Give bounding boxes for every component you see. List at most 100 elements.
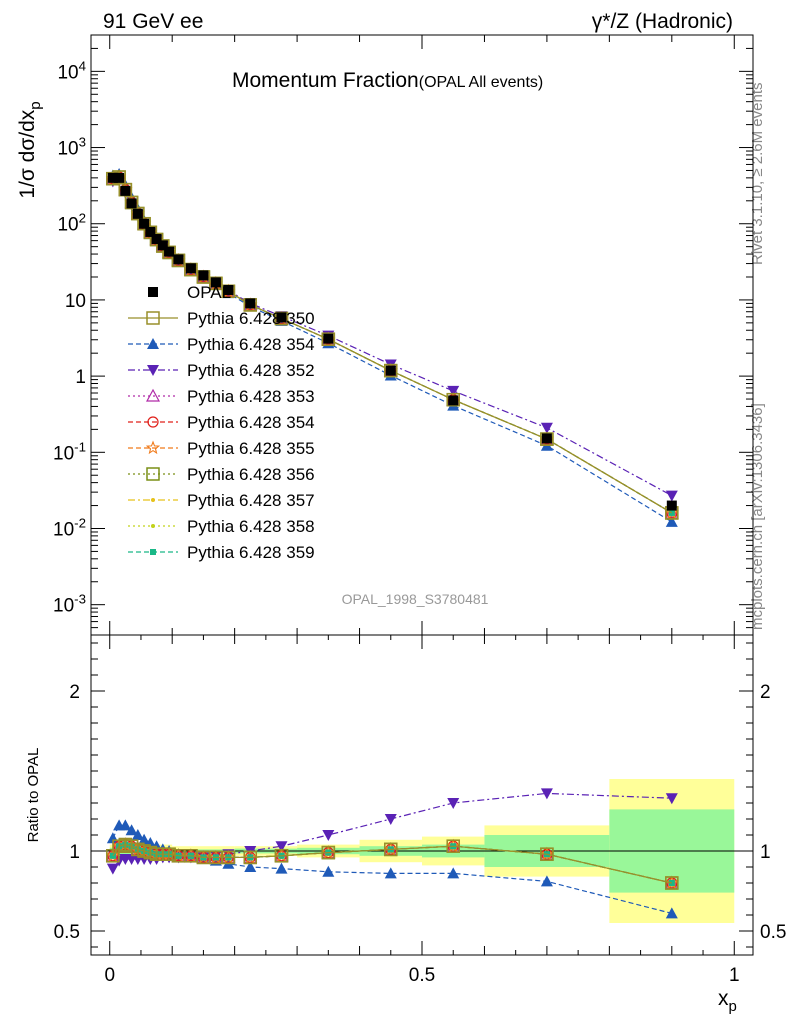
- data-point: [131, 829, 144, 840]
- legend-label: Pythia 6.428 355: [187, 439, 315, 458]
- data-point: [107, 172, 118, 183]
- legend-label: Pythia 6.428 357: [187, 491, 315, 510]
- x-tick-label: 0: [104, 965, 115, 986]
- data-point: [275, 862, 288, 874]
- y-tick-label: 102: [57, 211, 86, 236]
- series-opal: [107, 172, 677, 511]
- legend-entry: Pythia 6.428 354: [128, 335, 315, 354]
- data-point: [171, 253, 186, 268]
- data-point: [448, 395, 459, 406]
- y-tick-label-right: 0.5: [760, 922, 786, 943]
- legend-label: Pythia 6.428 350: [187, 309, 315, 328]
- data-point: [126, 198, 137, 209]
- y-tick-label: 0.5: [54, 922, 80, 943]
- data-point: [244, 861, 257, 872]
- legend-entry: Pythia 6.428 354: [128, 413, 315, 432]
- main-y-axis-label: 1/σ dσ/dxp: [16, 101, 44, 198]
- data-point: [221, 850, 236, 865]
- legend-marker: [151, 524, 155, 528]
- data-point: [446, 392, 460, 407]
- y-tick-label: 10-1: [53, 439, 86, 464]
- data-point: [384, 867, 397, 879]
- data-point: [385, 365, 396, 376]
- data-point: [185, 263, 196, 274]
- data-point: [132, 208, 143, 219]
- y-tick-label: 10: [65, 291, 86, 312]
- data-point: [665, 490, 678, 502]
- data-point: [665, 793, 678, 805]
- data-point: [668, 880, 675, 886]
- data-point: [323, 333, 334, 344]
- data-point: [125, 824, 138, 836]
- data-point: [666, 500, 677, 511]
- legend-label: Pythia 6.428 359: [187, 543, 315, 562]
- legend-label: Pythia 6.428 354: [187, 413, 315, 432]
- legend-marker: [146, 467, 160, 481]
- main-plot-panel: 10-3 10-2 10-1 1 10 102 103 104 1/σ dσ/dxp Moment…: [16, 34, 754, 636]
- legend-entry: Pythia 6.428 356: [128, 465, 315, 484]
- data-point: [274, 849, 289, 863]
- legend-entry: Pythia 6.428 357: [128, 491, 315, 510]
- y-tick-label: 2: [69, 682, 80, 703]
- y-tick-label: 104: [57, 58, 86, 83]
- data-point: [384, 842, 398, 857]
- rivet-label: Rivet 3.1.10, ≥ 2.6M events: [749, 83, 766, 266]
- legend-entry: Pythia 6.428 358: [128, 517, 315, 536]
- header-right: γ*/Z (Hadronic): [592, 10, 733, 33]
- legend-marker: [150, 549, 156, 555]
- y-tick-label: 10-2: [53, 515, 86, 540]
- data-point: [162, 245, 176, 260]
- y-tick-label-right: 1: [760, 842, 771, 863]
- ratio-series-pythia-6-428-350: [106, 837, 679, 890]
- data-point: [157, 240, 168, 251]
- data-point: [541, 433, 552, 444]
- data-point: [243, 850, 258, 865]
- data-point: [384, 363, 398, 378]
- analysis-id: OPAL_1998_S3780481: [342, 591, 489, 607]
- x-tick-label: 1: [729, 965, 740, 986]
- data-point: [109, 852, 116, 859]
- legend-marker: [147, 365, 159, 376]
- data-point: [276, 312, 287, 323]
- y-tick-label: 1: [69, 842, 80, 863]
- legend-marker: [148, 287, 158, 297]
- x-axis-label: xp: [718, 987, 737, 1015]
- legend-entry: Pythia 6.428 355: [128, 439, 315, 458]
- legend-marker: [147, 416, 159, 428]
- y-tick-label: 1: [75, 367, 86, 388]
- legend-label: Pythia 6.428 353: [187, 387, 315, 406]
- legend-entry: Pythia 6.428 352: [128, 361, 315, 380]
- legend-entry: Pythia 6.428 350: [128, 309, 315, 328]
- legend-entry: Pythia 6.428 353: [128, 387, 315, 406]
- data-point: [209, 276, 223, 291]
- data-point: [665, 907, 678, 919]
- header-left: 91 GeV ee: [103, 10, 203, 33]
- data-point: [665, 515, 678, 527]
- data-point: [223, 284, 234, 295]
- data-point: [106, 863, 119, 875]
- data-point: [119, 819, 132, 831]
- ratio-x-ticks: 0 0.5 1: [104, 635, 740, 986]
- main-series: [105, 167, 679, 527]
- x-tick-label: 0.5: [409, 965, 435, 986]
- legend-label: Pythia 6.428 358: [187, 517, 315, 536]
- chart-title: Momentum Fraction(OPAL All events): [232, 69, 543, 92]
- data-point: [540, 432, 554, 446]
- data-point: [447, 798, 460, 809]
- data-point: [668, 509, 675, 516]
- legend-label: Pythia 6.428 354: [187, 335, 315, 354]
- ratio-y-ticks: 0.5 0.5 1 1 2 2: [54, 642, 786, 948]
- legend-marker: [146, 311, 160, 325]
- data-point: [321, 845, 336, 860]
- data-point: [145, 226, 156, 237]
- data-point: [540, 847, 554, 861]
- y-tick-label-right: 2: [760, 682, 771, 703]
- legend-label: Pythia 6.428 356: [187, 465, 315, 484]
- y-tick-label: 10-3: [53, 592, 86, 617]
- data-point: [210, 277, 221, 288]
- ratio-series: [105, 788, 679, 919]
- ratio-y-axis-label: Ratio to OPAL: [25, 748, 42, 843]
- data-point: [164, 246, 175, 257]
- data-point: [384, 814, 397, 825]
